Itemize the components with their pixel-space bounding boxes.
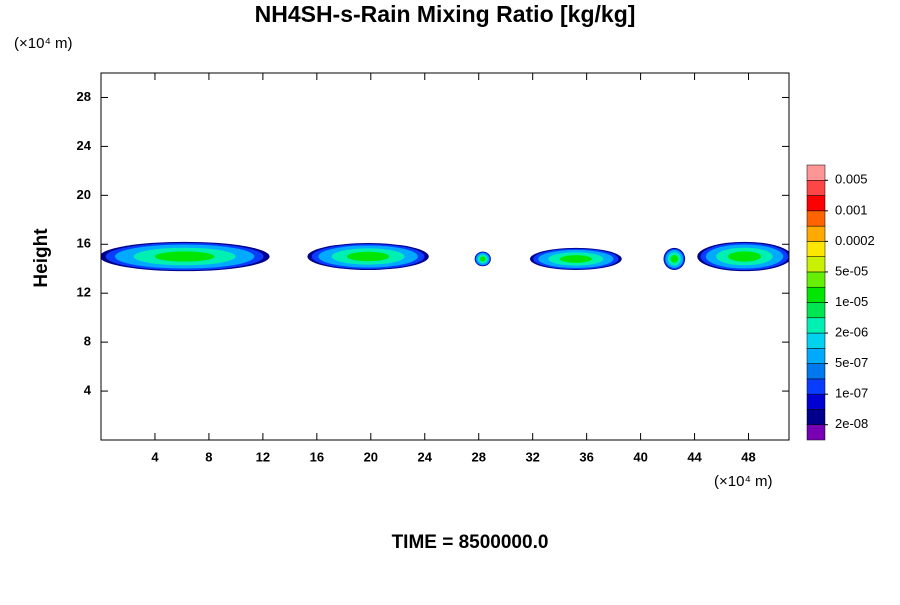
x-tick-label: 48 (741, 449, 755, 464)
colorbar-label: 2e-08 (835, 416, 868, 431)
x-tick-label: 24 (418, 449, 433, 464)
x-tick-label: 20 (364, 449, 378, 464)
y-unit: (×10⁴ m) (14, 35, 73, 52)
contour-region (479, 256, 486, 262)
colorbar-box (806, 424, 826, 441)
colorbar-label: 0.005 (835, 172, 868, 187)
y-axis-label: Height (31, 228, 52, 288)
x-unit: (×10⁴ m) (714, 473, 773, 490)
colorbar-label: 0.0002 (835, 233, 875, 248)
colorbar-label: 0.001 (835, 202, 868, 217)
x-tick-label: 28 (471, 449, 485, 464)
time-label: TIME = 8500000.0 (392, 532, 549, 553)
colorbar-label: 1e-05 (835, 294, 868, 309)
colorbar-box (806, 195, 826, 212)
colorbar-box (806, 332, 826, 349)
contour-region (346, 251, 390, 262)
contour-region (670, 255, 679, 263)
y-tick-label: 20 (77, 187, 91, 202)
x-tick-label: 4 (151, 449, 159, 464)
colorbar-box (806, 393, 826, 410)
colorbar-box (806, 180, 826, 196)
colorbar-box (806, 348, 826, 364)
x-tick-label: 16 (310, 449, 324, 464)
colorbar-label: 5e-05 (835, 263, 868, 278)
colorbar-label: 5e-07 (835, 355, 868, 370)
colorbar-box (806, 378, 826, 395)
colorbar-box (806, 164, 826, 181)
colorbar-label: 2e-06 (835, 324, 868, 339)
x-tick-label: 36 (579, 449, 593, 464)
x-tick-label: 44 (687, 449, 702, 464)
colorbar-box (806, 241, 826, 257)
colorbar-label: 1e-07 (835, 386, 868, 401)
y-tick-label: 24 (77, 138, 92, 153)
x-tick-label: 40 (633, 449, 647, 464)
colorbar-box (806, 302, 826, 319)
x-tick-label: 8 (205, 449, 212, 464)
colorbar-box (806, 286, 826, 303)
chart-title: NH4SH-s-Rain Mixing Ratio [kg/kg] (255, 1, 636, 27)
colorbar-box (806, 409, 826, 425)
colorbar-box (806, 210, 826, 227)
contour-region (727, 251, 762, 262)
x-tick-label: 32 (525, 449, 539, 464)
colorbar-box (806, 363, 826, 380)
contour-region (559, 255, 592, 263)
plot-frame (100, 72, 790, 441)
y-tick-label: 28 (77, 89, 91, 104)
colorbar-box (806, 225, 826, 242)
colorbar-box (806, 317, 826, 334)
y-tick-label: 8 (84, 334, 91, 349)
x-tick-label: 12 (256, 449, 270, 464)
y-tick-label: 4 (84, 383, 92, 398)
contour-field (101, 241, 789, 272)
colorbar-box (806, 256, 826, 273)
y-tick-label: 16 (77, 236, 91, 251)
contour-region (154, 251, 215, 262)
colorbar-box (806, 271, 826, 288)
y-tick-label: 12 (77, 285, 91, 300)
